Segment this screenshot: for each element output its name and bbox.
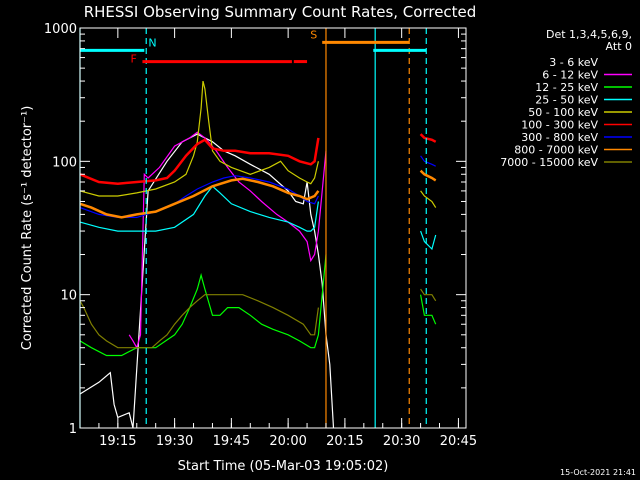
x-tick-label: 19:15 <box>99 434 136 449</box>
y-tick-label: 1 <box>69 422 77 437</box>
series-line-6 <box>419 133 437 143</box>
legend-label: 25 - 50 keV <box>535 94 598 107</box>
x-tick-label: 20:30 <box>383 434 420 449</box>
legend-label: 12 - 25 keV <box>535 81 598 94</box>
series-line-4 <box>79 185 319 232</box>
x-tick-label: 19:45 <box>213 434 250 449</box>
legend-label: 300 - 800 keV <box>521 131 598 144</box>
plot-frame <box>79 27 467 429</box>
series-line-3 <box>79 254 327 357</box>
x-tick-label: 20:45 <box>440 434 477 449</box>
legend-label: 7000 - 15000 keV <box>500 156 598 169</box>
legend-label: 800 - 7000 keV <box>514 144 598 157</box>
series-lines <box>79 80 437 429</box>
legend-header-line2: Att 0 <box>606 40 632 53</box>
series-line-5 <box>79 80 319 197</box>
series-line-8 <box>79 177 320 219</box>
legend-label: 3 - 6 keV <box>549 56 598 69</box>
legend-label: 6 - 12 keV <box>542 69 598 82</box>
series-line-3 <box>420 294 437 325</box>
series-line-5 <box>420 190 437 208</box>
x-axis-ticks: 19:15 19:30 19:45 20:00 20:15 20:30 20:45 <box>98 28 477 449</box>
annotations: NF S <box>79 28 427 428</box>
series-line-4 <box>420 230 437 251</box>
x-tick-label: 20:15 <box>326 434 363 449</box>
y-axis-ticks: 1 10 100 1000 <box>44 22 466 437</box>
y-tick-label: 1000 <box>44 22 77 37</box>
x-axis-label: Start Time (05-Mar-03 19:05:02) <box>178 459 389 474</box>
legend-label: 50 - 100 keV <box>528 106 598 119</box>
y-axis-label: Corrected Count Rate (s⁻¹ detector⁻¹) <box>20 106 35 351</box>
x-tick-label: 19:30 <box>156 434 193 449</box>
legend-header-line1: Det 1,3,4,5,6,9, <box>546 28 632 41</box>
legend-label: 100 - 300 keV <box>521 119 598 132</box>
timestamp: 15-Oct-2021 21:41 <box>560 468 636 477</box>
series-line-8 <box>419 169 437 182</box>
annotation-label: F <box>130 53 136 66</box>
series-line-2 <box>128 131 327 350</box>
series-line-9 <box>420 288 437 302</box>
series-line-6 <box>79 137 320 185</box>
chart-title: RHESSI Observing Summary Count Rates, Co… <box>84 3 477 21</box>
series-line-9 <box>79 294 319 349</box>
annotation-label: S <box>310 28 317 41</box>
annotation-label: N <box>148 36 156 49</box>
y-tick-label: 100 <box>52 155 77 170</box>
y-tick-label: 10 <box>60 289 77 304</box>
series-line-7 <box>420 155 436 167</box>
x-tick-label: 20:00 <box>269 434 306 449</box>
series-line-1 <box>79 133 335 429</box>
